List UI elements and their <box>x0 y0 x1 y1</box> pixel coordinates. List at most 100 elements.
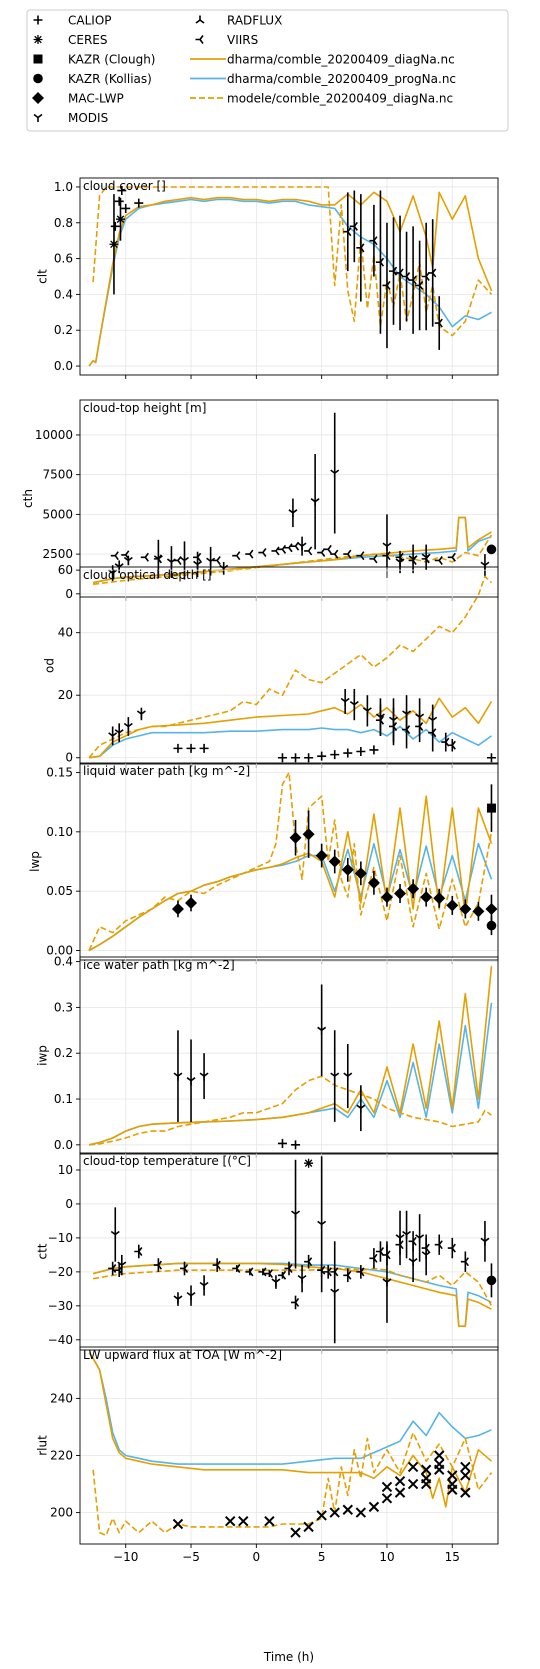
legend: CALIOP CERES KAZR (Clough) KAZR (Kollias) MA… <box>26 9 509 132</box>
panel-title: cloud cover [] <box>83 179 166 193</box>
legend-handle-circle <box>33 73 43 84</box>
data-point <box>341 863 354 876</box>
legend-item-dharma-comble-20200409-diagna-nc: dharma/comble_20200409_diagNa.nc <box>190 53 455 67</box>
series-line-modele-comble-20200409-diagna-nc <box>88 575 493 759</box>
data-point <box>304 1257 313 1267</box>
data-point <box>277 753 287 763</box>
legend-frame <box>26 9 509 132</box>
y-tick-label: 0.4 <box>54 955 73 969</box>
panel-title: LW upward flux at TOA [W m^-2] <box>83 1348 282 1362</box>
data-point <box>394 1475 406 1487</box>
data-point <box>212 1260 221 1270</box>
data-point <box>330 1267 339 1277</box>
data-point <box>199 743 209 753</box>
series-points-viirs <box>110 541 456 565</box>
panel-iwp: 0.0 0.1 0.2 0.3 0.4 iwp ice water path [kg m^-… <box>35 955 499 1158</box>
y-tick-label: 0.10 <box>46 825 73 839</box>
data-point <box>323 544 332 554</box>
data-point <box>291 753 301 763</box>
data-point <box>343 1072 353 1081</box>
data-point <box>245 549 254 559</box>
data-point <box>323 1267 332 1277</box>
legend-item-modele-comble-20200409-diagna-nc: modele/comble_20200409_diagNa.nc <box>190 92 453 106</box>
series-line-modele-comble-20200409-diagna-nc <box>92 186 493 337</box>
y-tick-label: 10000 <box>35 428 73 442</box>
data-point <box>382 280 391 290</box>
series-points-ceres <box>109 194 125 295</box>
data-point <box>356 551 365 561</box>
data-point <box>340 697 350 706</box>
data-point <box>225 1515 236 1527</box>
series-points-kazr-clough <box>486 784 496 832</box>
data-point <box>369 1253 378 1263</box>
legend-label: KAZR (Clough) <box>68 53 156 67</box>
series-line-dharma-comble-20200409-diagna-nc <box>88 795 493 952</box>
data-point <box>288 509 298 518</box>
series-points-mac-lwp <box>171 810 498 924</box>
legend-label: dharma/comble_20200409_progNa.nc <box>227 72 456 86</box>
y-tick-label: 0 <box>65 587 73 601</box>
legend-label: CERES <box>68 33 108 47</box>
data-point <box>408 1236 417 1246</box>
panel-lwp: 0.00 0.05 0.10 0.15 lwp liquid water path [kg… <box>28 762 499 964</box>
legend-handle-tri-left <box>195 35 204 44</box>
data-point <box>114 1265 123 1275</box>
legend-handle-diamond <box>32 92 44 104</box>
series-line-modele-comble-20200409-diagna-nc <box>92 1431 493 1537</box>
data-point <box>355 1507 367 1518</box>
data-point <box>186 1292 196 1301</box>
legend-handle-tri-down <box>33 113 43 122</box>
data-point <box>171 902 184 915</box>
data-point <box>173 743 183 753</box>
series-points-caliop <box>110 186 144 231</box>
axes-frame <box>79 566 499 765</box>
legend-label: MAC-LWP <box>68 92 124 106</box>
data-point <box>343 1270 352 1280</box>
data-point <box>380 891 393 904</box>
x-tick-label: 10 <box>379 1550 394 1564</box>
x-tick-label: −10 <box>113 1550 138 1564</box>
series-points-viirs <box>108 1231 469 1310</box>
legend-handle-tri-up <box>195 15 205 24</box>
legend-item-radflux: RADFLUX <box>195 14 282 28</box>
data-point <box>421 553 431 562</box>
data-point <box>415 1234 425 1243</box>
data-point <box>140 552 149 562</box>
data-point <box>121 203 131 213</box>
data-point <box>317 1026 327 1035</box>
data-point <box>315 849 328 862</box>
legend-label: VIIRS <box>227 33 258 47</box>
data-point <box>389 721 398 731</box>
series-line-dharma-comble-20200409-diagna-nc <box>88 1352 493 1508</box>
series-points-ceres <box>172 1464 471 1538</box>
data-point <box>258 548 267 557</box>
legend-item-viirs: VIIRS <box>195 33 258 47</box>
data-point <box>173 1295 183 1304</box>
data-point <box>428 268 437 278</box>
data-point <box>356 1104 366 1113</box>
plot-area <box>88 966 493 1150</box>
data-point <box>316 1510 327 1521</box>
data-point <box>245 1267 254 1277</box>
data-point <box>185 897 198 910</box>
data-point <box>447 1470 458 1481</box>
data-point <box>264 1269 274 1279</box>
data-point <box>123 722 133 731</box>
series-points-modis <box>173 984 366 1132</box>
y-tick-label: 240 <box>50 1391 73 1405</box>
series-line-dharma-comble-20200409-diagna-nc <box>88 697 493 759</box>
data-point <box>304 546 313 556</box>
data-point <box>343 549 352 559</box>
series-points-kazr-kollias <box>486 544 497 555</box>
data-point <box>291 1297 300 1307</box>
data-point <box>271 546 280 556</box>
data-point <box>114 729 124 738</box>
data-point <box>459 902 472 915</box>
data-point <box>238 1515 249 1527</box>
data-point <box>382 1250 391 1260</box>
data-point <box>180 556 189 565</box>
series-line-modele-comble-20200409-diagna-nc <box>93 534 493 586</box>
data-point <box>407 882 420 895</box>
data-point <box>356 1267 365 1277</box>
data-point <box>382 542 392 551</box>
